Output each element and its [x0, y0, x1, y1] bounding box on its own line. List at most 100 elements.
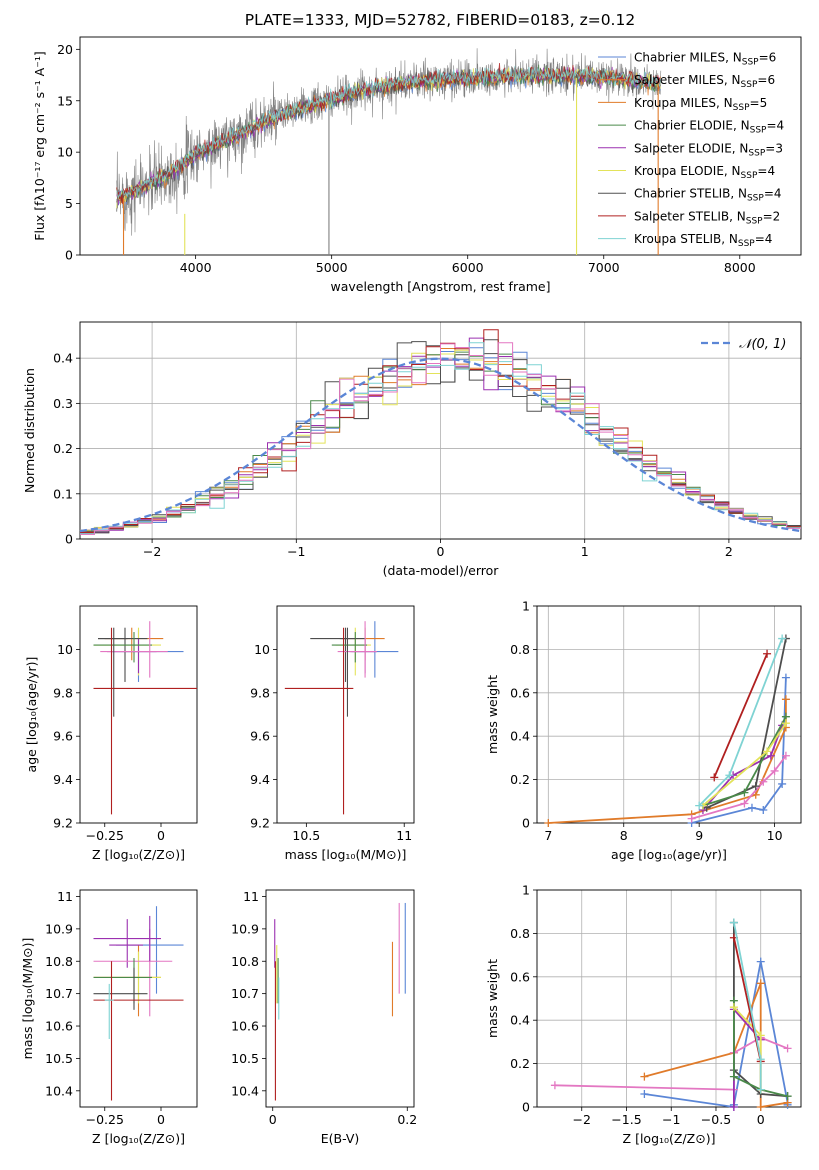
series-line [733, 922, 788, 1098]
normal-curve [79, 357, 802, 533]
data-point-marker [740, 788, 749, 797]
data-point-marker [740, 799, 749, 808]
data-point-marker [778, 779, 787, 788]
y-tick-label: 9.4 [53, 772, 73, 787]
x-tick-label: 9 [695, 828, 703, 843]
y-axis-label: Flux [fλ10⁻¹⁷ erg cm⁻² s⁻¹ A⁻¹] [32, 51, 47, 240]
x-axis-label: Z [log₁₀(Z/Z⊙)] [92, 1131, 185, 1146]
plot-frame [536, 889, 802, 1108]
weight-series [687, 673, 790, 827]
y-tick-label: 9.8 [250, 685, 270, 700]
y-tick-label: 10 [57, 145, 73, 160]
y-tick-label: 10 [254, 642, 270, 657]
y-tick-label: 0.6 [510, 685, 530, 700]
y-tick-label: 1 [522, 599, 530, 614]
y-tick-label: 0.2 [510, 1056, 530, 1071]
x-tick-label: 7000 [588, 260, 620, 275]
legend-label: Kroupa ELODIE, NSSP=4 [634, 164, 775, 181]
y-axis-label: age [log₁₀(age/yr)] [24, 657, 39, 773]
x-tick-label: 0.2 [397, 1112, 417, 1127]
x-tick-label: 0 [269, 1112, 277, 1127]
data-point-marker [781, 751, 790, 760]
data-point-marker [778, 634, 787, 643]
y-axis-label: mass weight [485, 959, 500, 1038]
x-tick-label: 1 [581, 544, 589, 559]
errorbar-point [284, 627, 354, 815]
errorbar-point [339, 627, 356, 717]
data-point-marker [695, 801, 704, 810]
y-tick-label: 0 [65, 248, 73, 263]
plot-frame [276, 605, 415, 824]
axes-residuals: −2 −1 0 1 2 0 0.1 0.2 0.3 0.4 (data-model)/error No… [22, 321, 802, 578]
data-point-marker [687, 814, 696, 823]
y-tick-label: 10.5 [231, 1051, 259, 1066]
data-point-marker [756, 1103, 765, 1111]
y-tick-label: 0.4 [510, 729, 530, 744]
weight-series [695, 634, 787, 810]
y-tick-label: 10.7 [45, 986, 73, 1001]
y-tick-label: 0.6 [510, 969, 530, 984]
weight-series [702, 634, 790, 812]
y-tick-label: 9.6 [250, 729, 270, 744]
errorbar-point [93, 627, 197, 815]
legend-label: Salpeter MILES, NSSP=6 [634, 73, 775, 90]
plot-frame [79, 889, 198, 1108]
x-tick-label: 10 [767, 828, 783, 843]
histogram-line [80, 341, 801, 534]
x-axis-label: Z [log₁₀(Z/Z⊙)] [92, 847, 185, 862]
y-tick-label: 10.6 [45, 1019, 73, 1034]
data-point-marker [729, 918, 738, 927]
x-axis-label: E(B-V) [321, 1131, 360, 1146]
plot-frame [265, 889, 415, 1108]
x-tick-label: 10.5 [292, 828, 320, 843]
x-tick-label: 4000 [180, 260, 212, 275]
y-tick-label: 1 [522, 883, 530, 898]
axes-mass-vs-Z: −0.25 0 10.4 10.5 10.6 10.7 10.8 10.9 11 Z [log₁₀… [20, 889, 198, 1146]
y-tick-label: 0.2 [510, 772, 530, 787]
errorbar-point [98, 627, 148, 682]
x-tick-label: −0.25 [86, 1112, 124, 1127]
series-line [733, 922, 762, 1090]
data-point-marker [640, 1072, 649, 1081]
legend-label: Salpeter STELIB, NSSP=2 [634, 209, 780, 226]
legend-label: Kroupa MILES, NSSP=5 [634, 96, 767, 113]
x-tick-label: 0 [437, 544, 445, 559]
legend-label: Chabrier STELIB, NSSP=4 [634, 187, 782, 204]
y-tick-label: 0.2 [53, 441, 73, 456]
data-point-marker [781, 719, 790, 728]
model-line [116, 65, 661, 199]
y-axis-label: mass [log₁₀(M/M⊙)] [20, 938, 35, 1060]
errorbar-point [93, 958, 152, 1004]
y-tick-label: 0.3 [53, 396, 73, 411]
plot-frame [79, 36, 802, 256]
data-point-marker [781, 673, 790, 682]
y-tick-label: 10.9 [231, 921, 259, 936]
errorbar-point [98, 627, 128, 717]
data-point-marker [756, 957, 765, 966]
y-tick-label: 0 [522, 1100, 530, 1115]
y-axis-label: mass weight [485, 675, 500, 754]
chart-title: PLATE=1333, MJD=52782, FIBERID=0183, z=0… [244, 11, 636, 29]
axes-age-vs-mass: 10.5 11 9.2 9.4 9.6 9.8 10 mass [log₁₀(M/M⊙)] [250, 605, 415, 862]
plot-frame [536, 605, 802, 824]
axes-age-vs-Z: −0.25 0 9.2 9.4 9.6 9.8 10 Z [log₁₀(Z/Z⊙)] age [… [24, 605, 198, 862]
y-tick-label: 20 [57, 42, 73, 57]
y-tick-label: 9.2 [53, 816, 73, 831]
legend-label: Chabrier MILES, NSSP=6 [634, 51, 776, 68]
errorbar-point [349, 638, 377, 674]
errorbar-point [331, 632, 368, 663]
y-tick-label: 0 [65, 532, 73, 547]
y-tick-label: 9.8 [53, 685, 73, 700]
axes-spectrum: 4000 5000 6000 7000 8000 0 5 10 15 20 wavelength [… [32, 36, 802, 294]
data-point-marker [781, 695, 790, 704]
data-point-marker [729, 1072, 738, 1081]
y-tick-label: 9.6 [53, 729, 73, 744]
errorbar-point [93, 967, 148, 1010]
y-tick-label: 10.8 [45, 954, 73, 969]
x-tick-label: 0 [157, 1112, 165, 1127]
legend-label: 𝒩(0, 1) [739, 337, 786, 352]
x-tick-label: 0 [157, 828, 165, 843]
errorbar-point [111, 629, 184, 682]
data-point-marker [783, 1044, 792, 1053]
